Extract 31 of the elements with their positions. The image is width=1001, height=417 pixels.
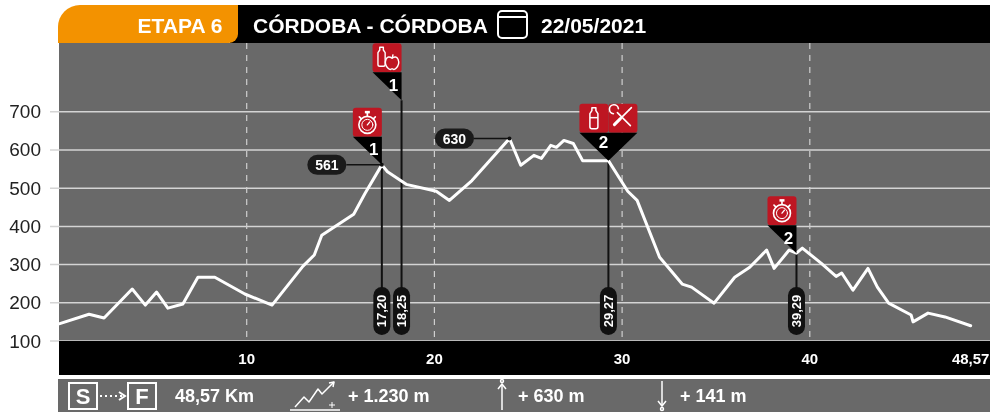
chart-subtitle: CÓRDOBA - CÓRDOBA [253,13,488,37]
x-tick-label: 40 [801,349,819,367]
text: + 141 m [680,385,747,406]
text: S [75,384,91,409]
data-label: 630 [442,130,467,147]
x-tick-label: 10 [238,349,256,367]
y-tick-label: 200 [9,292,41,314]
text: 48,57 Km [175,385,255,406]
annotation: 1 [388,75,399,95]
ref-line-label: 17,20 [374,294,390,328]
text: + 1.230 m [348,385,430,406]
annotation: 2 [598,133,609,153]
y-tick-label: 300 [9,254,41,276]
ref-line-label: 29,27 [600,294,616,328]
text: F [135,384,149,409]
x-tick-label: 48,57 [951,349,990,367]
annotation: 2 [783,228,794,248]
y-tick-label: 500 [9,177,41,199]
annotation: 1 [369,140,379,160]
y-tick-label: 700 [9,101,41,123]
y-tick-label: 100 [9,330,41,352]
x-tick-label: 20 [426,349,443,367]
ref-line-label: 18,25 [394,294,410,328]
data-label: 561 [315,156,339,173]
y-tick-label: 400 [9,215,41,237]
y-tick-label: 600 [9,139,41,161]
ref-line-label: 39,29 [788,294,804,328]
chart-title: ETAPA 6 [137,13,223,37]
text: 22/05/2021 [541,13,647,37]
text: + 630 m [518,385,585,406]
x-tick-label: 30 [613,349,631,367]
